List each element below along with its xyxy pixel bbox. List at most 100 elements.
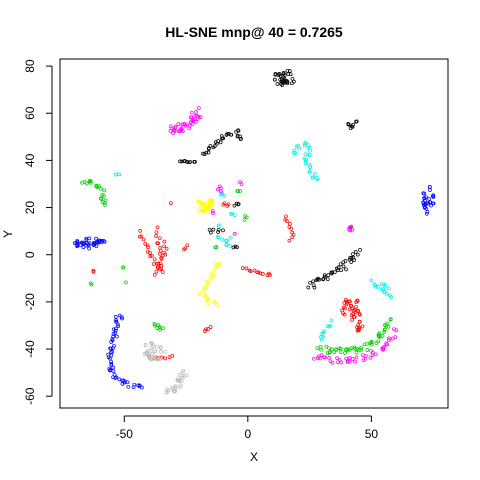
data-point xyxy=(209,203,214,208)
data-point xyxy=(362,342,367,347)
data-point xyxy=(278,74,283,78)
data-point xyxy=(109,346,113,351)
data-point xyxy=(208,144,213,148)
data-point xyxy=(189,110,194,115)
data-point xyxy=(369,278,374,283)
data-point xyxy=(303,161,308,166)
data-point xyxy=(179,383,183,388)
data-point xyxy=(381,286,385,291)
data-point xyxy=(201,151,205,156)
data-point xyxy=(349,304,354,308)
data-point xyxy=(296,143,301,148)
data-point xyxy=(358,320,362,324)
data-point xyxy=(277,72,282,77)
data-point xyxy=(195,114,199,118)
data-point xyxy=(228,235,233,240)
data-point xyxy=(355,252,360,257)
data-point xyxy=(235,189,240,193)
data-point xyxy=(304,157,309,162)
data-point xyxy=(91,240,96,245)
data-point xyxy=(152,322,157,326)
data-point xyxy=(261,272,265,276)
data-point xyxy=(137,234,142,239)
data-point xyxy=(231,245,236,250)
data-point xyxy=(386,286,391,291)
data-point xyxy=(303,152,308,157)
data-point xyxy=(355,298,360,303)
data-point xyxy=(194,110,198,114)
y-tick-label: -60 xyxy=(23,387,37,405)
data-point xyxy=(428,188,432,192)
data-point xyxy=(207,207,212,211)
data-point xyxy=(354,350,359,355)
data-point xyxy=(150,351,154,356)
data-point xyxy=(347,299,352,304)
data-point xyxy=(281,71,286,76)
data-point xyxy=(216,227,221,232)
data-point xyxy=(369,348,373,353)
data-point xyxy=(109,353,114,358)
data-point xyxy=(424,211,429,216)
data-point xyxy=(281,79,285,84)
data-point xyxy=(187,126,192,131)
data-point xyxy=(243,214,247,218)
data-point xyxy=(244,266,249,271)
data-point xyxy=(358,312,362,317)
data-point xyxy=(103,203,107,207)
data-point xyxy=(371,350,375,355)
data-point xyxy=(346,358,350,363)
y-tick-label: 0 xyxy=(23,251,37,258)
data-point xyxy=(160,270,165,274)
data-point xyxy=(193,160,197,164)
data-point xyxy=(102,188,107,193)
data-point xyxy=(117,172,122,177)
data-point xyxy=(145,350,149,355)
data-point xyxy=(108,356,112,361)
data-point xyxy=(376,339,381,344)
data-point xyxy=(311,356,316,361)
data-point xyxy=(316,356,320,360)
data-point xyxy=(268,273,272,277)
data-point xyxy=(139,234,144,239)
x-axis-label: X xyxy=(250,450,258,464)
data-point xyxy=(225,238,230,243)
data-point xyxy=(352,258,357,262)
data-point xyxy=(209,276,213,281)
data-point xyxy=(73,241,77,246)
data-point xyxy=(383,327,387,332)
data-point xyxy=(235,245,239,250)
data-point xyxy=(330,347,335,352)
data-point xyxy=(166,388,171,393)
data-point xyxy=(343,297,348,302)
data-point xyxy=(342,312,347,317)
data-point xyxy=(382,290,387,294)
data-point xyxy=(325,277,330,281)
data-point xyxy=(285,68,290,73)
data-point xyxy=(334,266,339,271)
data-point xyxy=(98,196,103,201)
data-point xyxy=(100,238,104,243)
data-point xyxy=(114,326,118,331)
data-point xyxy=(345,360,350,364)
data-point xyxy=(95,185,100,189)
data-point xyxy=(275,82,280,86)
data-point xyxy=(322,274,327,279)
data-point xyxy=(206,301,210,306)
data-point xyxy=(114,319,118,324)
data-point xyxy=(113,328,118,333)
data-point xyxy=(285,81,290,86)
data-point xyxy=(164,390,169,395)
data-point xyxy=(308,148,312,153)
data-point xyxy=(236,128,241,133)
data-point xyxy=(141,237,146,242)
data-point xyxy=(424,195,428,200)
data-point xyxy=(427,185,432,189)
data-point xyxy=(204,204,209,209)
data-point xyxy=(100,200,105,204)
data-point xyxy=(343,351,347,355)
data-point xyxy=(160,355,164,360)
y-axis-label: Y xyxy=(1,230,15,238)
data-point xyxy=(256,270,261,275)
data-point xyxy=(421,191,426,196)
data-point xyxy=(383,283,388,288)
